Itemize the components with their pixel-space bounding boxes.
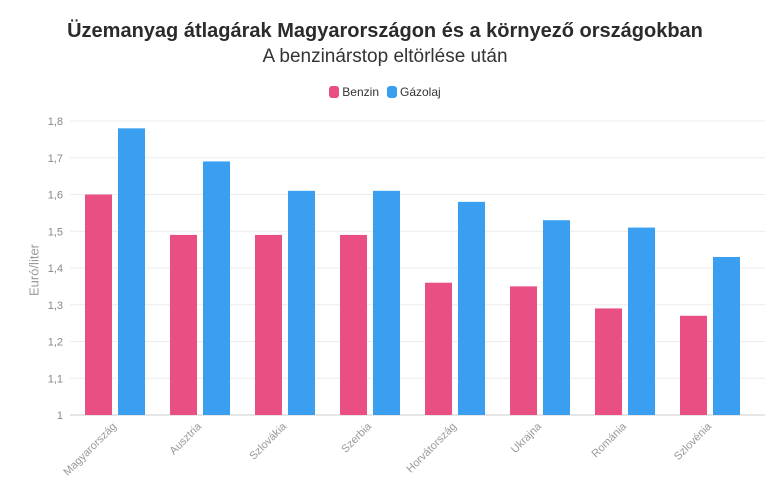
- y-tick-label: 1,2: [48, 337, 63, 349]
- y-tick-label: 1,1: [48, 373, 63, 385]
- x-tick-label: Ausztria: [168, 420, 205, 457]
- y-tick-label: 1,3: [48, 300, 63, 312]
- legend: Benzin Gázolaj: [0, 85, 770, 99]
- legend-item-benzin[interactable]: Benzin: [329, 85, 379, 99]
- bar-benzin-2[interactable]: [255, 234, 282, 415]
- bar-benzin-0[interactable]: [85, 194, 112, 416]
- y-tick-label: 1,7: [48, 153, 63, 165]
- legend-label-gazolaj: Gázolaj: [400, 85, 441, 99]
- x-tick-label: Szlovénia: [672, 420, 715, 463]
- x-tick-label: Szlovákia: [247, 420, 289, 462]
- bar-benzin-5[interactable]: [510, 286, 537, 415]
- legend-swatch-benzin: [329, 86, 340, 98]
- bar-gzolaj-7[interactable]: [713, 256, 740, 415]
- bar-gzolaj-6[interactable]: [628, 227, 655, 415]
- bar-benzin-6[interactable]: [595, 308, 622, 415]
- y-tick-label: 1,4: [48, 263, 63, 275]
- x-tick-label: Magyarország: [61, 421, 119, 479]
- bar-gzolaj-0[interactable]: [118, 128, 145, 415]
- bar-gzolaj-3[interactable]: [373, 190, 400, 415]
- chart-title: Üzemanyag átlagárak Magyarországon és a …: [67, 20, 703, 42]
- legend-label-benzin: Benzin: [342, 85, 379, 99]
- chart-subtitle: A benzinárstop eltörlése után: [262, 46, 508, 67]
- bar-benzin-3[interactable]: [340, 234, 367, 415]
- bar-benzin-1[interactable]: [170, 234, 197, 415]
- y-tick-label: 1,6: [48, 190, 63, 202]
- y-tick-label: 1,8: [48, 116, 63, 128]
- bar-benzin-4[interactable]: [425, 282, 452, 415]
- x-tick-label: Ukrajna: [509, 420, 545, 456]
- x-tick-label: Horvátország: [404, 421, 459, 476]
- bar-gzolaj-1[interactable]: [203, 161, 230, 415]
- y-tick-label: 1,5: [48, 226, 63, 238]
- bar-benzin-7[interactable]: [680, 315, 707, 415]
- bar-gzolaj-5[interactable]: [543, 220, 570, 415]
- x-tick-label: Románia: [590, 420, 630, 460]
- legend-swatch-gazolaj: [387, 86, 397, 98]
- legend-item-gazolaj[interactable]: Gázolaj: [387, 85, 441, 99]
- bar-gzolaj-2[interactable]: [288, 190, 315, 415]
- bar-gzolaj-4[interactable]: [458, 201, 485, 415]
- x-tick-label: Szerbia: [339, 420, 374, 455]
- y-tick-label: 1: [57, 410, 63, 422]
